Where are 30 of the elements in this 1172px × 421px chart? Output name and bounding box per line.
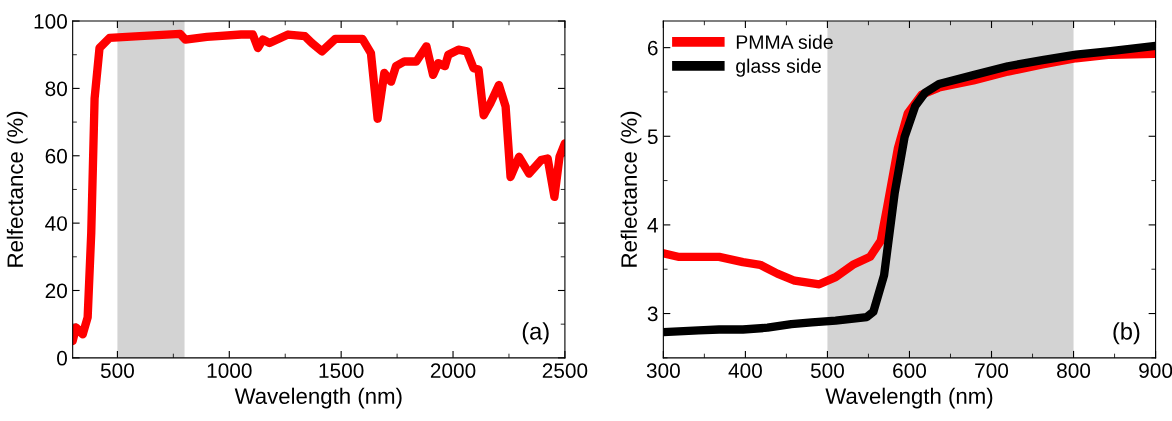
x-tick-label: 2000 — [430, 363, 476, 379]
y-tick-label: 80 — [45, 81, 67, 97]
y-tick-label: 100 — [34, 14, 67, 29]
x-axis-title: Wavelength (nm) — [234, 387, 402, 409]
y-tick-label: 60 — [45, 148, 67, 164]
x-tick-label: 900 — [1139, 363, 1172, 379]
y-axis-title: Relfectance (%) — [6, 111, 28, 267]
y-tick-label: 5 — [647, 129, 658, 145]
x-tick-label: 1500 — [319, 363, 364, 379]
legend-label: PMMA side — [736, 34, 833, 49]
x-tick-label: 1000 — [207, 363, 252, 379]
x-tick-label: 400 — [728, 363, 762, 379]
x-tick-label: 800 — [1057, 363, 1091, 379]
y-tick-label: 3 — [647, 306, 658, 322]
y-tick-label: 0 — [57, 350, 67, 366]
x-tick-label: 300 — [646, 363, 680, 379]
x-axis-title: Wavelength (nm) — [825, 387, 993, 409]
x-tick-label: 2500 — [542, 363, 588, 379]
y-tick-label: 6 — [647, 40, 658, 56]
y-axis-title: Reflectance (%) — [620, 111, 642, 267]
x-tick-label: 600 — [893, 363, 927, 379]
annotation: (b) — [1113, 322, 1140, 345]
x-tick-label: 500 — [810, 363, 844, 379]
x-tick-label: 500 — [100, 363, 134, 379]
legend-label: glass side — [736, 58, 821, 77]
x-tick-label: 700 — [975, 363, 1009, 379]
y-tick-label: 4 — [647, 218, 658, 233]
y-tick-label: 20 — [45, 283, 67, 299]
y-tick-label: 40 — [45, 216, 67, 231]
annotation: (a) — [522, 322, 549, 345]
